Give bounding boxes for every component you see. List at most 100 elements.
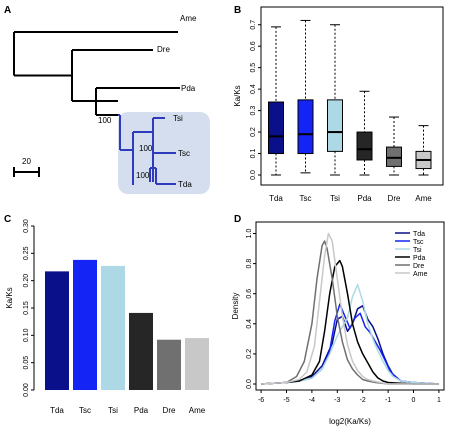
taxon-tsc: Tsc [178, 149, 190, 158]
y-tick-label-c: 0.20 [23, 274, 30, 288]
legend-label-tda: Tda [413, 231, 425, 238]
x-tick-label-d: 0 [412, 397, 416, 404]
bar-dre [157, 339, 181, 390]
y-tick-label-d: 0.8 [246, 259, 253, 269]
legend-label-tsi: Tsi [413, 247, 422, 254]
bar-tda [45, 271, 69, 390]
taxon-tda: Tda [178, 180, 192, 189]
x-tick-label-b: Tsc [300, 194, 312, 203]
density-line-tsi [261, 283, 439, 385]
density-line-tsc [261, 303, 439, 385]
y-tick-label-c: 0.30 [23, 219, 30, 233]
x-tick-label-c: Ame [189, 406, 206, 415]
plot-frame-b [260, 6, 444, 186]
density-line-dre [261, 240, 439, 385]
y-tick-label-b: 0.4 [250, 84, 257, 94]
x-tick-label-b: Pda [357, 194, 372, 203]
ylabel-d: Density [231, 293, 240, 320]
clade-path [118, 114, 176, 185]
bootstrap-3: 100 [136, 171, 150, 180]
x-tick-label-d: -3 [334, 397, 340, 404]
density-line-ame [261, 232, 439, 385]
x-tick-label-c: Tda [50, 406, 64, 415]
box-tda [268, 101, 284, 155]
bar-tsi [101, 265, 125, 390]
y-tick-label-c: 0.15 [23, 301, 30, 315]
taxon-pda: Pda [181, 84, 196, 93]
bootstrap-1: 100 [98, 116, 112, 125]
density-line-pda [261, 259, 439, 385]
bar-pda [129, 312, 153, 390]
taxon-ame: Ame [180, 14, 197, 23]
bootstrap-2: 100 [139, 144, 153, 153]
y-tick-label-d: 0.2 [246, 349, 253, 359]
ylabel-b: Ka/Ks [233, 85, 242, 106]
density-line-tda [261, 305, 439, 385]
x-tick-label-c: Tsc [79, 406, 91, 415]
x-tick-label-b: Tda [269, 194, 283, 203]
x-tick-label-b: Ame [415, 194, 432, 203]
y-tick-label-d: 0.0 [246, 379, 253, 389]
x-tick-label-d: -4 [309, 397, 315, 404]
y-tick-label-b: 0.5 [250, 63, 257, 73]
panel-a: A Ame Dre Pda Tsi Tsc Tda 100 100 100 20 [4, 5, 210, 194]
scale-bar [13, 167, 40, 177]
y-tick-label-b: 0.3 [250, 106, 257, 116]
box-dre [386, 146, 402, 167]
box-tsi [327, 99, 343, 152]
y-tick-label-b: 0.1 [250, 149, 257, 159]
box-tsc [297, 99, 314, 155]
panel-d-label: D [234, 214, 241, 225]
bar-tsc [73, 259, 97, 390]
x-tick-label-d: -6 [258, 397, 264, 404]
taxon-dre: Dre [157, 45, 170, 54]
y-tick-label-b: 0.7 [250, 20, 257, 30]
x-tick-label-b: Tsi [330, 194, 340, 203]
legend-label-dre: Dre [413, 263, 424, 270]
clade-branches [118, 114, 176, 185]
y-axis-b: 0.0 0.1 0.2 0.3 0.4 0.5 0.6 0.7 [250, 20, 261, 180]
legend-label-pda: Pda [413, 255, 426, 262]
box-pda [356, 131, 373, 161]
y-tick-label-c: 0.00 [23, 383, 30, 397]
panel-a-label: A [4, 5, 11, 16]
panel-d: D Density log2(Ka/Ks) -6 -5 -4 -3 -2 -1 0 1 0.0 0… [231, 214, 445, 426]
x-tick-label-c: Tsi [108, 406, 118, 415]
x-tick-label-c: Pda [134, 406, 149, 415]
tree-branches [13, 31, 180, 116]
x-tick-label-b: Dre [388, 194, 401, 203]
scale-label: 20 [22, 157, 31, 166]
legend-label-tsc: Tsc [413, 239, 424, 246]
panel-b: B Ka/Ks 0.00.10.20.30.40.50.60.7 Tda Tsc T… [233, 5, 444, 203]
y-tick-label-c: 0.25 [23, 246, 30, 260]
y-tick-label-c: 0.05 [23, 356, 30, 370]
ylabel-c: Ka/Ks [5, 287, 14, 308]
x-tick-label-d: -1 [385, 397, 391, 404]
panel-b-label: B [234, 5, 241, 16]
xlabel-d: log2(Ka/Ks) [329, 417, 371, 426]
x-tick-label-d: -2 [360, 397, 366, 404]
axes-d: -6 -5 -4 -3 -2 -1 0 1 0.0 0.2 0.4 0.6 0.8 1.0 [246, 229, 441, 404]
boxes-b [268, 19, 432, 176]
tree-backbone [13, 31, 180, 116]
bars-c [45, 259, 209, 390]
legend-label-ame: Ame [413, 271, 428, 278]
y-axis-c: 0.00 0.05 0.10 0.15 0.20 0.25 0.30 [23, 219, 35, 397]
x-tick-label-d: 1 [437, 397, 441, 404]
x-tick-label-d: -5 [283, 397, 289, 404]
y-tick-label-b: 0.6 [250, 41, 257, 51]
y-tick-label-b: 0.0 [250, 170, 257, 180]
y-tick-label-b: 0.2 [250, 127, 257, 137]
panel-c-label: C [4, 214, 11, 225]
bar-ame [185, 338, 209, 390]
taxon-tsi: Tsi [173, 114, 183, 123]
panel-c: C Ka/Ks 0.00 0.05 0.10 0.15 0.20 0.25 0.30 Tda… [4, 214, 209, 415]
y-tick-label-c: 0.10 [23, 328, 30, 342]
y-tick-label-d: 0.6 [246, 289, 253, 299]
x-axis-b: Tda Tsc Tsi Pda Dre Ame [269, 194, 432, 203]
density-lines [261, 232, 439, 385]
x-tick-label-c: Dre [163, 406, 176, 415]
